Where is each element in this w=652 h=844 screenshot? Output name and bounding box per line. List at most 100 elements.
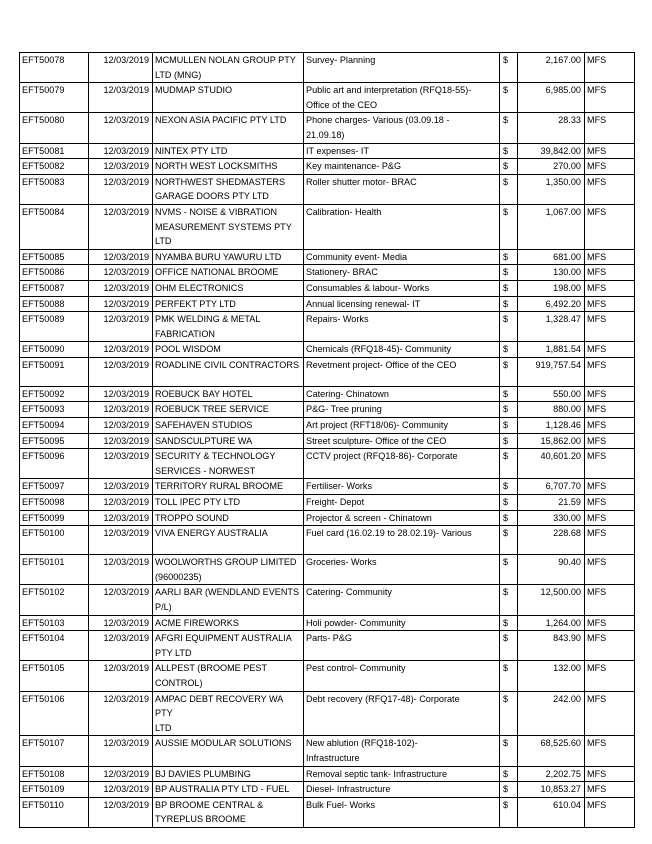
- cell-description: Diesel- Infrastructure: [303, 781, 500, 798]
- cell-supplier: PERFEKT PTY LTD: [152, 295, 304, 313]
- cell-reference: EFT50086: [19, 264, 89, 281]
- cell-amount: 28.33: [517, 112, 585, 144]
- cell-description: Fertiliser- Works: [303, 478, 500, 496]
- cell-supplier: ROEBUCK TREE SERVICE: [152, 401, 304, 419]
- cell-supplier: MCMULLEN NOLAN GROUP PTY LTD (MNG): [152, 51, 304, 84]
- cell-code: MFS: [584, 341, 635, 358]
- table-row: EFT50104 12/03/2019 AFGRI EQUIPMENT AUSTRA…: [19, 630, 635, 662]
- cell-code: MFS: [584, 584, 635, 616]
- cell-supplier: OFFICE NATIONAL BROOME: [152, 264, 304, 281]
- cell-code: MFS: [584, 264, 635, 281]
- cell-date: 12/03/2019: [88, 158, 153, 175]
- cell-code: MFS: [584, 417, 635, 434]
- cell-code: MFS: [584, 735, 635, 767]
- cell-currency-symbol: $: [499, 735, 518, 767]
- cell-supplier: NEXON ASIA PACIFIC PTY LTD: [152, 112, 304, 144]
- cell-amount: 15,862.00: [517, 432, 585, 450]
- table-row: EFT50083 12/03/2019 NORTHWEST SHEDMASTERS …: [19, 173, 635, 205]
- cell-date: 12/03/2019: [88, 554, 153, 586]
- cell-description: CCTV project (RFQ18-86)- Corporate: [303, 448, 500, 480]
- cell-supplier: SANDSCULPTURE WA: [152, 432, 304, 450]
- cell-description: Annual licensing renewal- IT: [303, 295, 500, 313]
- cell-currency-symbol: $: [499, 51, 518, 84]
- cell-date: 12/03/2019: [88, 248, 153, 266]
- cell-code: MFS: [584, 660, 635, 692]
- cell-reference: EFT50108: [19, 765, 89, 783]
- cell-code: MFS: [584, 690, 635, 737]
- table-row: EFT50106 12/03/2019 AMPAC DEBT RECOVERY WA…: [19, 690, 635, 737]
- table-row: EFT50101 12/03/2019 WOOLWORTHS GROUP LIMIT…: [19, 554, 635, 586]
- cell-supplier: ROEBUCK BAY HOTEL: [152, 385, 304, 403]
- cell-currency-symbol: $: [499, 173, 518, 205]
- cell-reference: EFT50078: [19, 51, 89, 84]
- cell-amount: 1,881.54: [517, 341, 585, 358]
- cell-amount: 12,500.00: [517, 584, 585, 616]
- cell-code: MFS: [584, 279, 635, 297]
- cell-description: Bulk Fuel- Works: [303, 796, 500, 828]
- cell-description: Calibration- Health: [303, 203, 500, 250]
- cell-amount: 1,128.46: [517, 417, 585, 434]
- table-row: EFT50094 12/03/2019 SAFEHAVEN STUDIOS Art p…: [19, 417, 635, 434]
- cell-date: 12/03/2019: [88, 203, 153, 250]
- cell-date: 12/03/2019: [88, 765, 153, 783]
- cell-date: 12/03/2019: [88, 509, 153, 527]
- cell-supplier: NORTH WEST LOCKSMITHS: [152, 158, 304, 175]
- table-row: EFT50082 12/03/2019 NORTH WEST LOCKSMITHS K…: [19, 158, 635, 175]
- cell-code: MFS: [584, 401, 635, 419]
- cell-amount: 130.00: [517, 264, 585, 281]
- cell-amount: 1,067.00: [517, 203, 585, 250]
- cell-description: IT expenses- IT: [303, 142, 500, 160]
- cell-description: Key maintenance- P&G: [303, 158, 500, 175]
- cell-code: MFS: [584, 525, 635, 556]
- cell-date: 12/03/2019: [88, 51, 153, 84]
- cell-supplier: OHM ELECTRONICS: [152, 279, 304, 297]
- cell-supplier: ROADLINE CIVIL CONTRACTORS: [152, 356, 304, 387]
- cell-date: 12/03/2019: [88, 401, 153, 419]
- cell-amount: 242.00: [517, 690, 585, 737]
- cell-code: MFS: [584, 51, 635, 84]
- cell-amount: 39,842.00: [517, 142, 585, 160]
- cell-description: P&G- Tree pruning: [303, 401, 500, 419]
- cell-currency-symbol: $: [499, 279, 518, 297]
- cell-supplier: POOL WISDOM: [152, 341, 304, 358]
- cell-date: 12/03/2019: [88, 448, 153, 480]
- cell-description: Stationery- BRAC: [303, 264, 500, 281]
- cell-date: 12/03/2019: [88, 385, 153, 403]
- cell-description: Debt recovery (RFQ17-48)- Corporate: [303, 690, 500, 737]
- cell-amount: 6,492.20: [517, 295, 585, 313]
- cell-supplier: ACME FIREWORKS: [152, 614, 304, 632]
- cell-supplier: SAFEHAVEN STUDIOS: [152, 417, 304, 434]
- cell-date: 12/03/2019: [88, 494, 153, 511]
- cell-currency-symbol: $: [499, 614, 518, 632]
- cell-supplier: PMK WELDING & METAL FABRICATION: [152, 311, 304, 343]
- cell-date: 12/03/2019: [88, 295, 153, 313]
- cell-amount: 6,985.00: [517, 82, 585, 114]
- table-row: EFT50084 12/03/2019 NVMS - NOISE & VIBRATI…: [19, 203, 635, 250]
- cell-description: Street sculpture- Office of the CEO: [303, 432, 500, 450]
- cell-date: 12/03/2019: [88, 417, 153, 434]
- table-row: EFT50081 12/03/2019 NINTEX PTY LTD IT expen…: [19, 142, 635, 160]
- cell-code: MFS: [584, 173, 635, 205]
- cell-date: 12/03/2019: [88, 584, 153, 616]
- cell-supplier: TERRITORY RURAL BROOME: [152, 478, 304, 496]
- cell-supplier: AARLI BAR (WENDLAND EVENTS P/L): [152, 584, 304, 616]
- cell-currency-symbol: $: [499, 478, 518, 496]
- cell-date: 12/03/2019: [88, 630, 153, 662]
- cell-date: 12/03/2019: [88, 82, 153, 114]
- cell-supplier: NINTEX PTY LTD: [152, 142, 304, 160]
- cell-currency-symbol: $: [499, 765, 518, 783]
- cell-reference: EFT50109: [19, 781, 89, 798]
- cell-description: Survey- Planning: [303, 51, 500, 84]
- cell-description: Fuel card (16.02.19 to 28.02.19)- Variou…: [303, 525, 500, 556]
- cell-date: 12/03/2019: [88, 614, 153, 632]
- cell-reference: EFT50104: [19, 630, 89, 662]
- cell-amount: 68,525.60: [517, 735, 585, 767]
- cell-reference: EFT50080: [19, 112, 89, 144]
- cell-code: MFS: [584, 248, 635, 266]
- cell-date: 12/03/2019: [88, 173, 153, 205]
- cell-currency-symbol: $: [499, 82, 518, 114]
- cell-date: 12/03/2019: [88, 432, 153, 450]
- cell-code: MFS: [584, 781, 635, 798]
- cell-reference: EFT50103: [19, 614, 89, 632]
- cell-currency-symbol: $: [499, 112, 518, 144]
